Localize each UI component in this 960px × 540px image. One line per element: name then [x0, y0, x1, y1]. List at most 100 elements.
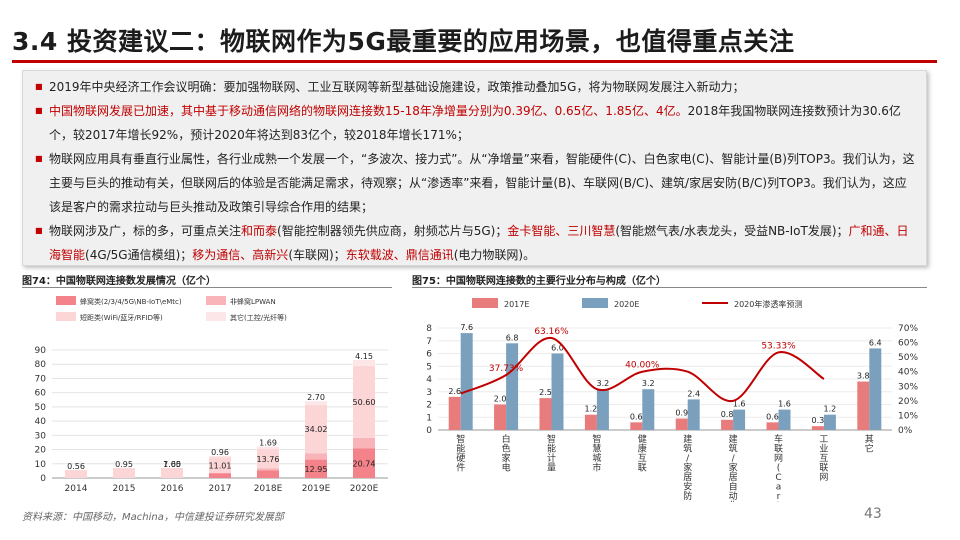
x-tick-label: 2015	[113, 484, 136, 494]
data-label: 3.2	[642, 379, 655, 388]
chart2-title: 图75：中国物联网连接数的主要行业分布与构成（亿个）	[412, 276, 666, 287]
data-label: 2.6	[448, 387, 461, 396]
bar-segment	[353, 437, 375, 449]
bullet-industry: 物联网应用具有垂直行业属性，各行业成熟一个发展一个，“多波次、接力式”。从“净增…	[35, 147, 918, 219]
y-tick-label: 20	[35, 446, 47, 456]
x-tick-label: 建筑/家居自动化	[729, 433, 738, 502]
data-label: 11.01	[209, 461, 232, 470]
bar	[733, 409, 746, 430]
x-tick-label: 2017	[209, 484, 232, 494]
line-data-label: 37.73%	[489, 364, 524, 374]
chart1-svg: 蜂窝类(2/3/4/5G\NB-IoT\eMtc) 非蜂窝LPWAN 短距类(WiF…	[35, 296, 388, 494]
bar-segment	[113, 468, 135, 478]
y2-tick-label: 0%	[898, 426, 913, 436]
legend-label: 2020年渗透率预测	[734, 299, 802, 309]
x-tick-label: 工业互联网	[819, 435, 828, 483]
data-label: 6.0	[551, 344, 564, 353]
data-label: 34.02	[305, 425, 328, 434]
data-label: 12.95	[305, 465, 328, 474]
y2-tick-label: 20%	[898, 397, 918, 407]
bar-segment	[209, 473, 231, 478]
data-label: 0.9	[675, 409, 688, 418]
bar	[448, 396, 461, 430]
legend-swatch	[472, 298, 498, 308]
legend-swatch	[56, 312, 76, 321]
legend-label: 2017E	[504, 300, 529, 309]
legend-swatch	[56, 296, 76, 305]
bar-segment	[209, 457, 231, 474]
y-tick-label: 2	[426, 401, 432, 411]
bar	[630, 422, 643, 430]
bullet-text: (4G/5G通信模组)；	[85, 248, 193, 262]
x-tick-label: 智能计量	[547, 433, 556, 474]
bullet-policy: 2019年中央经济工作会议明确：要加强物联网、工业互联网等新型基础设施建设，政策…	[35, 75, 918, 99]
bar-segment	[209, 456, 231, 458]
data-label: 3.2	[597, 379, 610, 388]
page-title: 3.4 投资建议二：物联网作为5G最重要的应用场景，也值得重点关注	[12, 27, 795, 56]
bullet-text: (电力物联网)。	[453, 248, 536, 262]
legend-label: 蜂窝类(2/3/4/5G\NB-IoT\eMtc)	[80, 297, 182, 306]
bar	[857, 381, 870, 430]
y-tick-label: 8	[426, 324, 432, 334]
y-tick-label: 7	[426, 337, 432, 347]
stock-name: 广和通、日海智能	[49, 224, 909, 262]
y2-tick-label: 60%	[898, 339, 918, 349]
y-tick-label: 50	[35, 403, 47, 413]
data-label: 0.8	[721, 410, 734, 419]
data-label: 4.15	[355, 352, 373, 361]
chart1-title: 图74：中国物联网连接数发展情况（亿个）	[22, 276, 216, 287]
bullet-targets: 物联网涉及广，标的多，可重点关注和而泰(智能控制器领先供应商，射频芯片与5G)；…	[35, 219, 918, 267]
y-tick-label: 80	[35, 360, 47, 370]
bar	[494, 404, 507, 430]
bar	[539, 398, 552, 430]
data-label: 1.60	[163, 460, 181, 469]
bar-segment	[305, 405, 327, 454]
data-label: 1.2	[585, 405, 598, 414]
bar-segment	[305, 459, 327, 478]
line-data-label: 40.00%	[625, 361, 660, 371]
bar	[766, 422, 779, 430]
data-label: 13.76	[257, 455, 280, 464]
data-label: 0.3	[812, 416, 825, 425]
y2-tick-label: 30%	[898, 382, 918, 392]
key-points-box: 2019年中央经济工作会议明确：要加强物联网、工业互联网等新型基础设施建设，政策…	[22, 70, 927, 266]
bar	[823, 414, 836, 430]
bullet-text: (车联网)；	[288, 248, 346, 262]
bar-segment	[65, 470, 87, 478]
line-data-label: 63.16%	[534, 327, 569, 337]
bullet-text: 物联网应用具有垂直行业属性，各行业成熟一个发展一个，“多波次、接力式”。从“净增…	[49, 152, 915, 214]
stock-name: 和而泰	[241, 224, 278, 238]
y-tick-label: 5	[426, 362, 432, 372]
series-line	[460, 336, 825, 402]
data-label: 0.6	[766, 412, 779, 421]
x-tick-label: 车联网(Car)	[774, 433, 783, 502]
x-tick-label: 2020E	[350, 484, 379, 494]
y-tick-label: 30	[35, 431, 47, 441]
source-note: 资料来源：中国移动，Machina，中信建投证券研究发展部	[22, 512, 284, 523]
x-tick-label: 2018E	[254, 484, 283, 494]
data-label: 1.6	[778, 400, 791, 409]
chart2-svg: 2017E 2020E 2020年渗透率预测 0 1 2 3 4 5 6 7 8 0% 10% 20% 30%…	[426, 298, 918, 502]
data-label: 1.69	[259, 439, 277, 448]
y-tick-label: 6	[426, 350, 432, 360]
bar	[687, 399, 700, 430]
bar	[584, 414, 597, 430]
data-label: 2.0	[494, 395, 507, 404]
chart2-rule	[412, 287, 927, 288]
x-tick-label: 智慧城市	[592, 433, 601, 474]
bar-segment	[353, 360, 375, 366]
bar	[721, 419, 734, 430]
y2-tick-label: 10%	[898, 411, 918, 421]
data-label: 20.74	[353, 459, 376, 468]
legend-swatch	[582, 298, 608, 308]
data-label: 50.60	[353, 398, 376, 407]
chart1-rule	[22, 287, 392, 288]
data-label: 1.6	[733, 400, 746, 409]
bar-segment	[305, 453, 327, 460]
data-label: 7.6	[460, 323, 473, 332]
y-tick-label: 40	[35, 417, 47, 427]
x-tick-label: 白色家电	[502, 433, 511, 474]
bullet-highlight: 中国物联网发展已加速，其中基于移动通信网络的物联网连接数15-18年净增量分别为…	[49, 104, 688, 118]
bar	[811, 426, 824, 430]
bullet-growth: 中国物联网发展已加速，其中基于移动通信网络的物联网连接数15-18年净增量分别为…	[35, 99, 918, 147]
